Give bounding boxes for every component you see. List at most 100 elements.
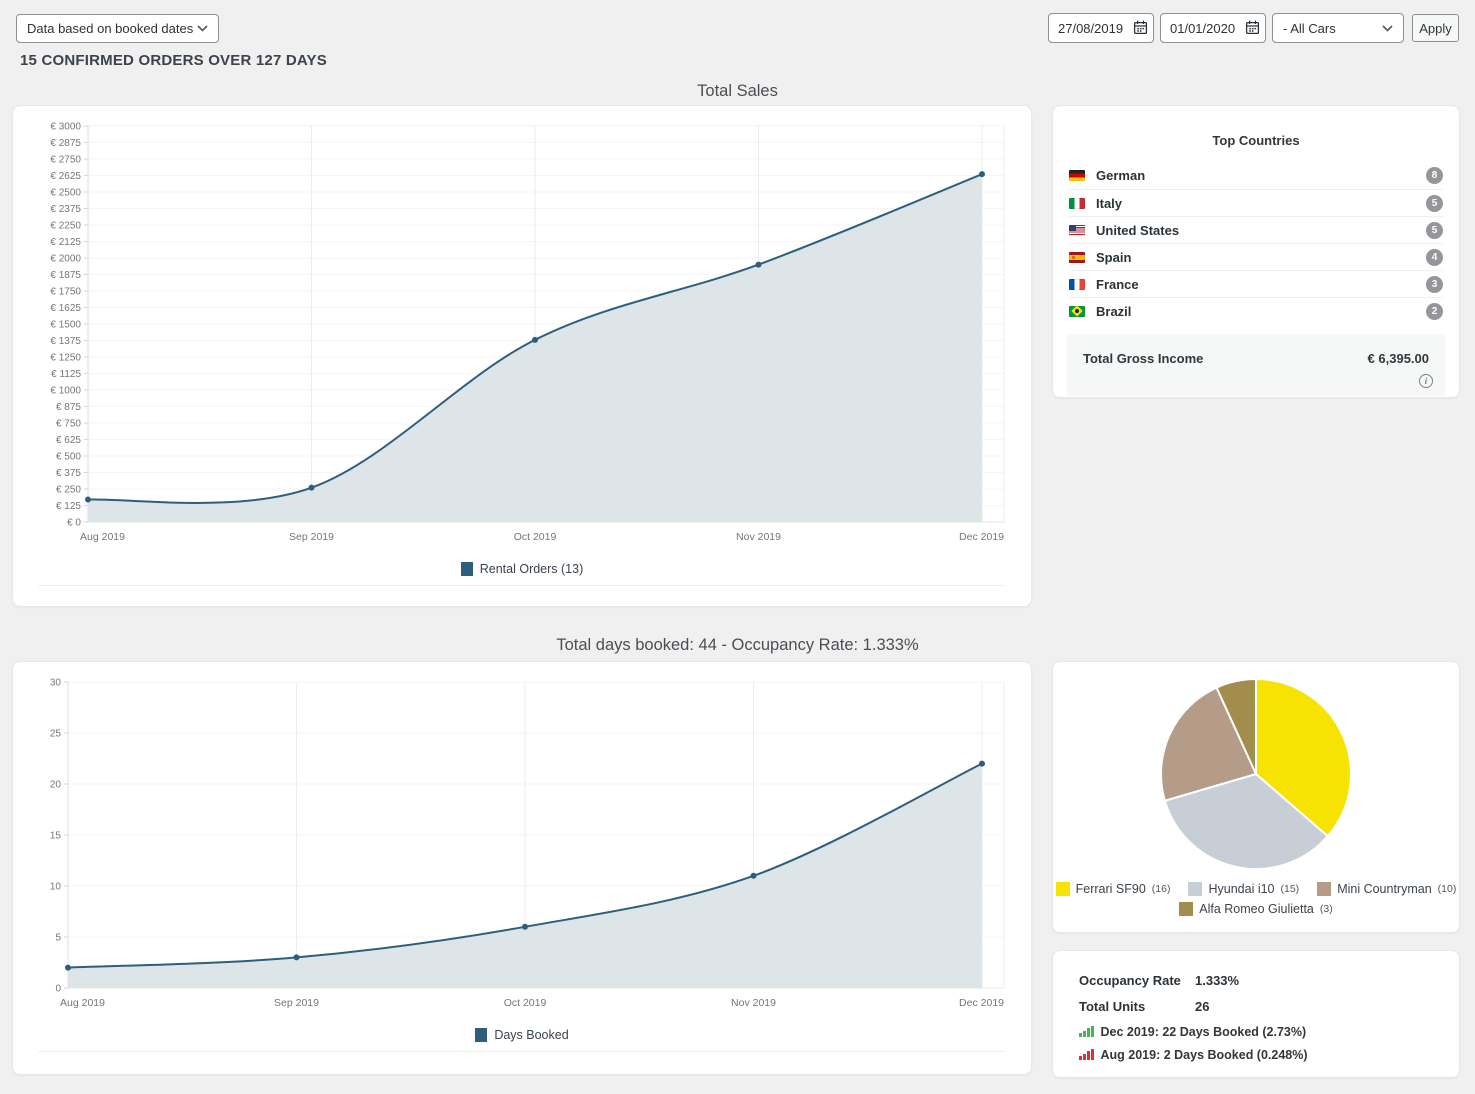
svg-text:Sep 2019: Sep 2019	[289, 531, 334, 543]
days-chart-title: Total days booked: 44 - Occupancy Rate: …	[0, 636, 1475, 655]
svg-text:€ 750: € 750	[56, 419, 81, 430]
pie-legend-count: (3)	[1320, 903, 1333, 915]
bar-chart-up-green-icon	[1079, 1026, 1094, 1037]
legend-swatch-icon	[461, 562, 473, 576]
svg-text:€ 0: € 0	[67, 518, 81, 529]
svg-text:Nov 2019: Nov 2019	[731, 997, 776, 1009]
highlight-row: Dec 2019: 22 Days Booked (2.73%)	[1079, 1021, 1433, 1042]
pie-legend-count: (10)	[1438, 883, 1457, 895]
country-row-spain: Spain4	[1069, 243, 1443, 270]
pie-legend-item: Ferrari SF90(16)	[1056, 882, 1171, 896]
flag-italy-icon	[1069, 198, 1085, 209]
country-name: United States	[1096, 223, 1179, 238]
svg-text:€ 2000: € 2000	[50, 254, 81, 265]
svg-text:Aug 2019: Aug 2019	[80, 531, 125, 543]
sales-chart-panel: € 3000€ 2875€ 2750€ 2625€ 2500€ 2375€ 22…	[12, 105, 1032, 607]
svg-text:€ 2250: € 2250	[50, 221, 81, 232]
pie-legend-count: (15)	[1281, 883, 1300, 895]
stat-value: 1.333%	[1195, 973, 1239, 988]
svg-text:€ 1625: € 1625	[50, 303, 81, 314]
cars-select[interactable]: - All Cars	[1272, 13, 1404, 43]
svg-text:5: 5	[55, 933, 61, 944]
pie-legend-row: Alfa Romeo Giulietta (3)	[1053, 902, 1459, 916]
sales-chart-legend: Rental Orders (13)	[26, 562, 1018, 576]
svg-text:Dec 2019: Dec 2019	[959, 531, 1004, 543]
highlight-text: Aug 2019: 2 Days Booked (0.248%)	[1101, 1048, 1308, 1062]
pie-legend-item: Alfa Romeo Giulietta (3)	[1179, 902, 1332, 916]
svg-text:25: 25	[50, 729, 62, 740]
legend-swatch-icon	[475, 1028, 487, 1042]
country-count-badge: 3	[1426, 276, 1443, 293]
legend-label: Days Booked	[494, 1028, 568, 1042]
legend-label: Rental Orders (13)	[480, 562, 584, 576]
svg-text:€ 2375: € 2375	[50, 204, 81, 215]
country-row-germany: German8	[1069, 162, 1443, 189]
dashboard-page: Data based on booked dates - All Cars	[0, 0, 1475, 1094]
stat-value: 26	[1195, 999, 1209, 1014]
cars-select-value: - All Cars	[1283, 21, 1336, 36]
calendar-icon[interactable]	[1245, 20, 1260, 40]
flag-brazil-icon	[1069, 306, 1085, 317]
pie-legend-count: (16)	[1152, 883, 1171, 895]
stat-label: Total Units	[1079, 999, 1195, 1014]
bar-chart-up-red-icon	[1079, 1049, 1094, 1060]
svg-text:€ 500: € 500	[56, 452, 81, 463]
pie-legend: Ferrari SF90(16)Hyundai i10(15)Mini Coun…	[1053, 882, 1459, 916]
legend-swatch-icon	[1179, 902, 1193, 916]
country-name: Brazil	[1096, 304, 1131, 319]
svg-text:€ 2875: € 2875	[50, 138, 81, 149]
country-count-badge: 4	[1426, 249, 1443, 266]
country-name: France	[1096, 277, 1139, 292]
stat-label: Occupancy Rate	[1079, 973, 1195, 988]
svg-text:€ 1250: € 1250	[50, 353, 81, 364]
stats-highlights: Dec 2019: 22 Days Booked (2.73%) Aug 2019…	[1079, 1021, 1433, 1065]
svg-text:€ 2750: € 2750	[50, 155, 81, 166]
svg-text:€ 625: € 625	[56, 435, 81, 446]
calendar-icon[interactable]	[1133, 20, 1148, 40]
svg-text:Dec 2019: Dec 2019	[959, 997, 1004, 1009]
svg-text:€ 2625: € 2625	[50, 171, 81, 182]
country-row-brazil: Brazil2	[1069, 297, 1443, 324]
date-from-field	[1048, 13, 1154, 43]
days-chart-panel: 302520151050Aug 2019Sep 2019Oct 2019Nov …	[12, 661, 1032, 1075]
sales-chart-title: Total Sales	[0, 82, 1475, 101]
flag-germany-icon	[1069, 170, 1085, 181]
country-name: Italy	[1096, 196, 1122, 211]
svg-text:Nov 2019: Nov 2019	[736, 531, 781, 543]
svg-text:€ 3000: € 3000	[50, 122, 81, 133]
svg-text:€ 1125: € 1125	[51, 369, 81, 380]
svg-text:€ 125: € 125	[56, 501, 81, 512]
svg-text:€ 1875: € 1875	[50, 270, 81, 281]
flag-spain-icon	[1069, 252, 1085, 263]
chevron-down-icon	[1382, 25, 1393, 32]
info-circle-icon[interactable]: i	[1419, 374, 1433, 388]
highlight-row: Aug 2019: 2 Days Booked (0.248%)	[1079, 1044, 1433, 1065]
country-count-badge: 8	[1426, 167, 1443, 184]
top-countries-list: German8Italy5United States5Spain4France3…	[1069, 162, 1443, 324]
days-chart-legend: Days Booked	[26, 1028, 1018, 1042]
apply-button[interactable]: Apply	[1412, 14, 1459, 42]
gross-income-value: € 6,395.00	[1368, 351, 1429, 366]
svg-text:€ 250: € 250	[56, 485, 81, 496]
stat-row: Occupancy Rate1.333%	[1079, 967, 1433, 993]
divider	[38, 1051, 1006, 1052]
pie-legend-label: Alfa Romeo Giulietta	[1199, 902, 1314, 916]
cars-pie-panel: Ferrari SF90(16)Hyundai i10(15)Mini Coun…	[1052, 661, 1460, 933]
divider	[38, 585, 1006, 586]
stats-rows: Occupancy Rate1.333%Total Units26	[1079, 967, 1433, 1019]
cars-pie-chart	[1157, 675, 1355, 873]
svg-text:10: 10	[50, 882, 62, 893]
svg-text:Aug 2019: Aug 2019	[60, 997, 105, 1009]
country-row-us: United States5	[1069, 216, 1443, 243]
date-to-field	[1160, 13, 1266, 43]
data-source-select[interactable]: Data based on booked dates	[16, 14, 219, 43]
top-countries-title: Top Countries	[1053, 106, 1459, 148]
highlight-text: Dec 2019: 22 Days Booked (2.73%)	[1101, 1025, 1307, 1039]
legend-swatch-icon	[1056, 882, 1070, 896]
gross-income-label: Total Gross Income	[1083, 351, 1203, 366]
data-source-select-value: Data based on booked dates	[27, 21, 193, 36]
svg-text:15: 15	[50, 831, 62, 842]
occupancy-stats-panel: Occupancy Rate1.333%Total Units26 Dec 20…	[1052, 950, 1460, 1078]
svg-text:€ 1750: € 1750	[50, 287, 81, 298]
flag-us-icon	[1069, 225, 1085, 236]
